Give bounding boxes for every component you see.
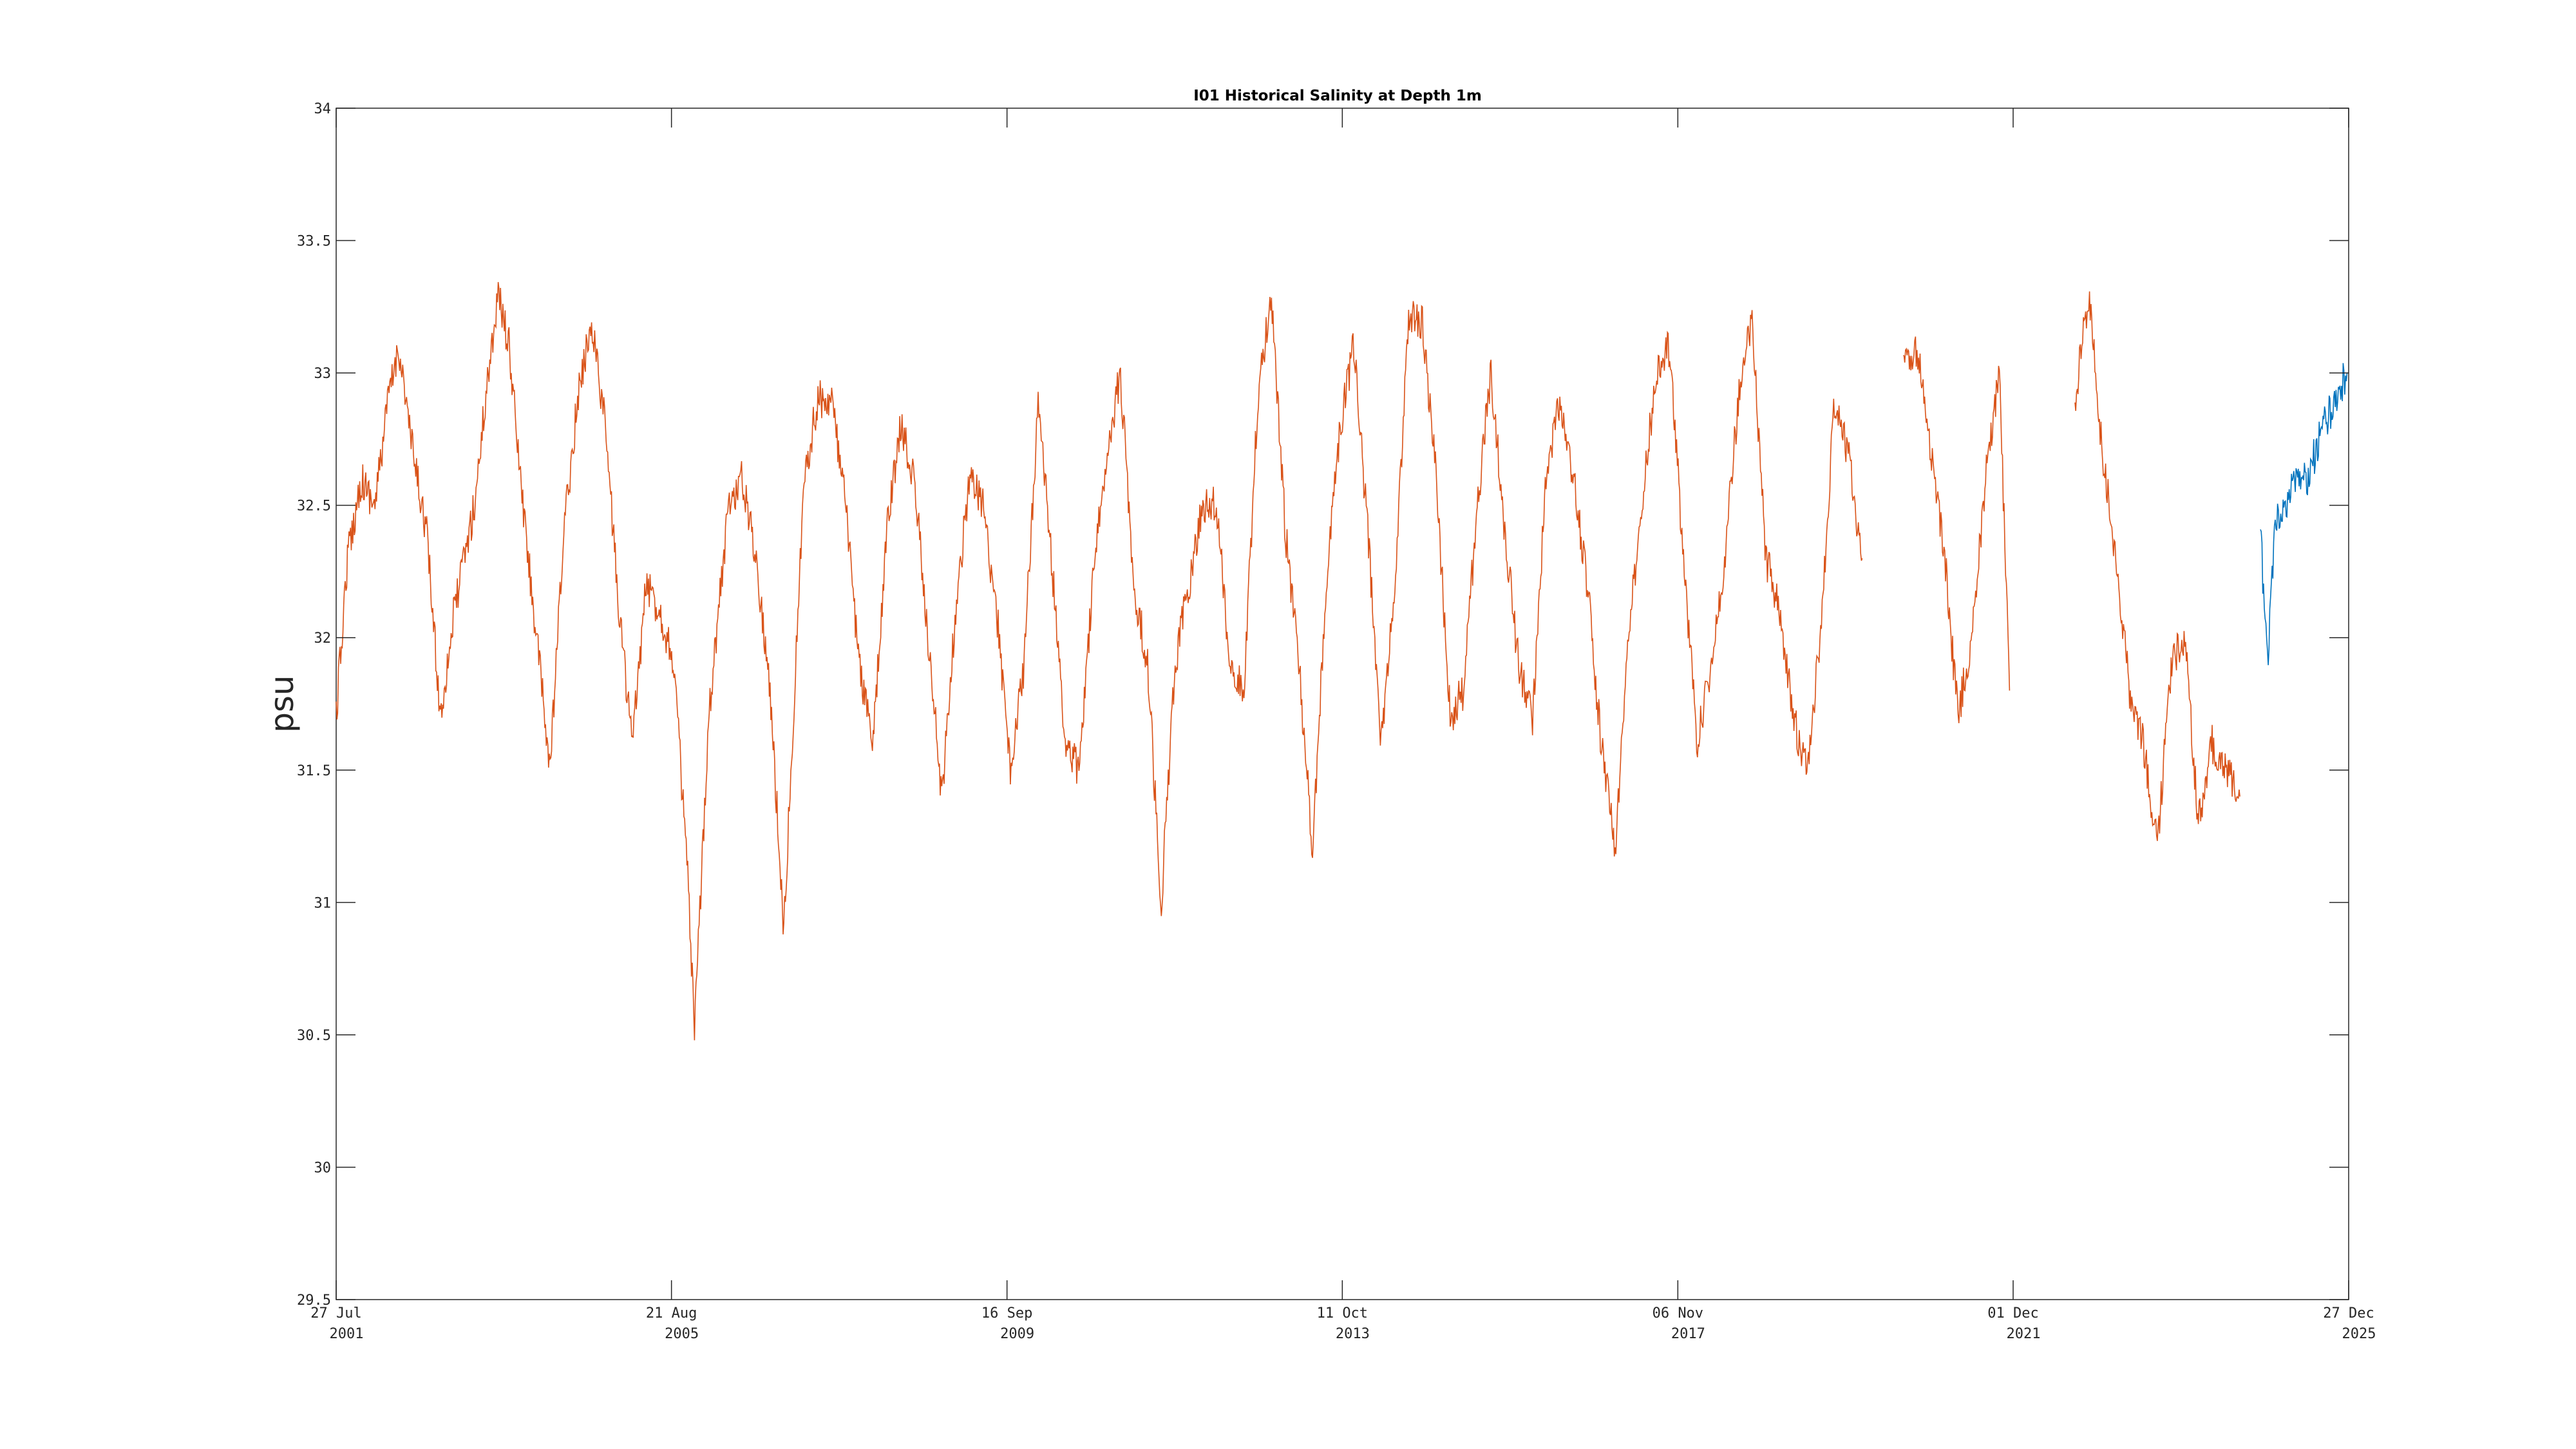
y-tick-label: 30 [314,1160,332,1176]
y-tick-label: 31 [314,895,332,911]
y-tick-label: 30.5 [297,1028,331,1044]
y-tick-label: 34 [314,101,332,117]
plot-area [336,108,2349,1300]
series-0-segment-2 [2074,291,2240,841]
series-layer [336,281,2348,1041]
x-axis: 27 Jul 2001 21 Aug 2005 16 Sep 2009 11 Oct 2013… [310,108,2376,1342]
y-tick-label: 33 [314,366,332,382]
y-tick-label: 32.5 [297,498,331,515]
x-tick-label-date: 06 Nov [1653,1305,1703,1321]
x-tick-label-date: 27 Jul [310,1305,361,1321]
y-axis-label: psu [263,675,301,732]
series-0-segment-1 [1902,336,2011,723]
series-1-segment-0 [2260,363,2348,665]
x-tick-label-date: 21 Aug [646,1305,697,1321]
chart-title: I01 Historical Salinity at Depth 1m [1193,88,1482,104]
x-tick-label-year: 2005 [665,1326,699,1342]
x-tick-label-date: 27 Dec [2323,1305,2374,1321]
x-tick-label-year: 2001 [330,1326,364,1342]
x-tick-label-year: 2025 [2342,1326,2376,1342]
x-tick-label-year: 2009 [1000,1326,1034,1342]
x-tick-label-year: 2017 [1671,1326,1705,1342]
y-tick-label: 31.5 [297,763,331,779]
y-tick-label: 29.5 [297,1293,331,1309]
x-tick-label-date: 11 Oct [1317,1305,1368,1321]
y-tick-label: 32 [314,630,332,647]
x-tick-label-date: 16 Sep [981,1305,1032,1321]
series-0-segment-0 [336,281,1863,1041]
y-tick-label: 33.5 [297,234,331,250]
x-tick-label-date: 01 Dec [1987,1305,2038,1321]
y-axis: 29.5 30 30.5 31 31.5 32 32.5 33 33.5 34 [297,101,2349,1309]
x-tick-label-year: 2021 [2006,1326,2040,1342]
x-tick-label-year: 2013 [1336,1326,1370,1342]
